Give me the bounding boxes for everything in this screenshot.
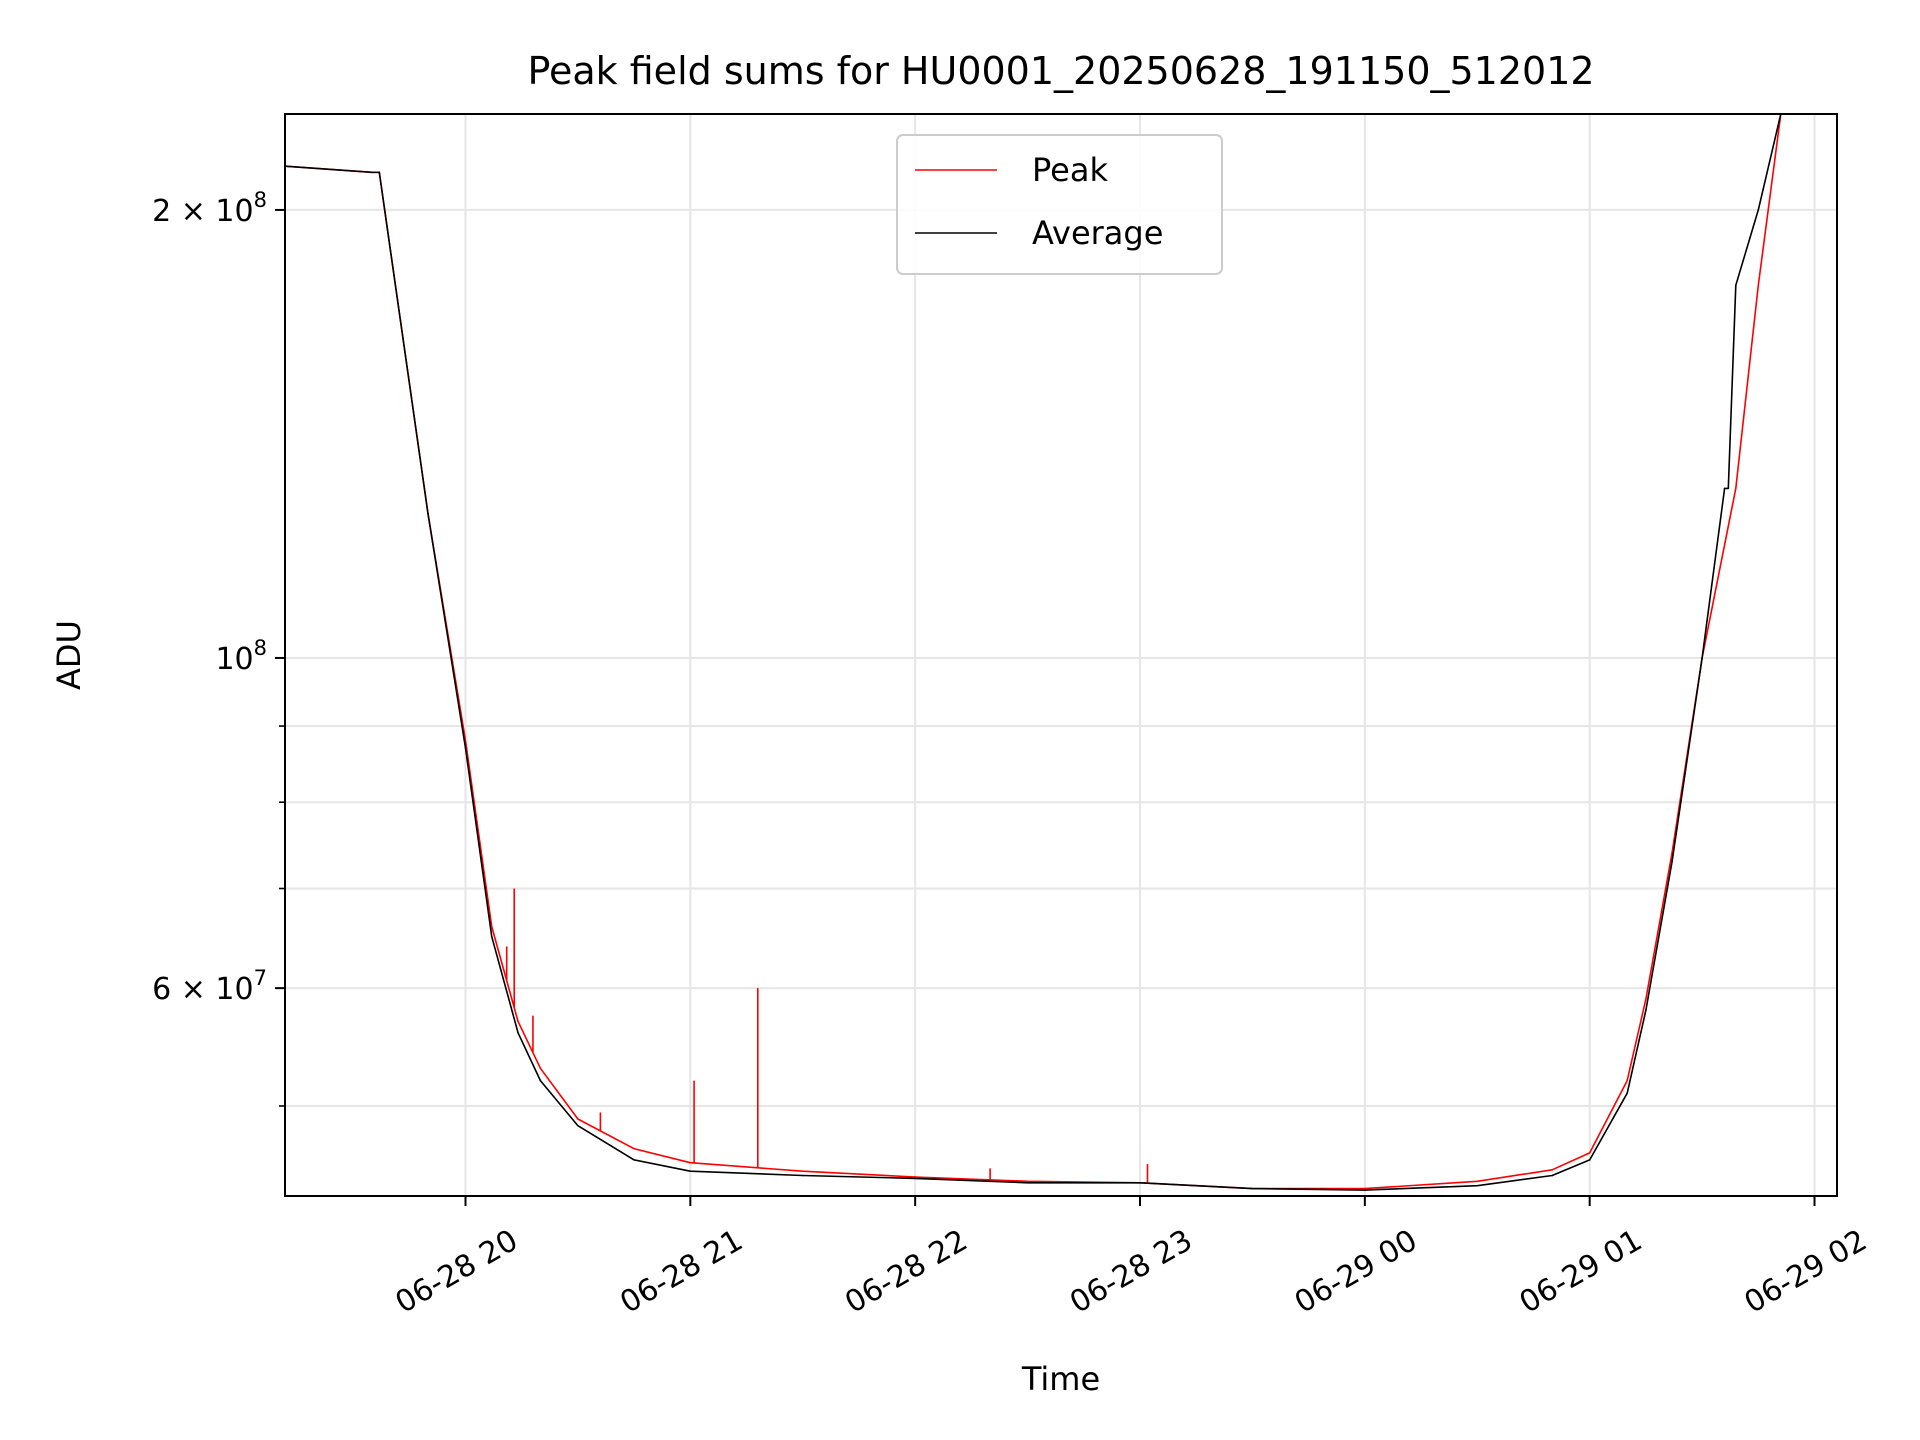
data-point-average <box>1026 1181 1029 1184</box>
data-point-average <box>1139 1181 1141 1184</box>
chart-title: Peak field sums for HU0001_20250628_1911… <box>527 49 1594 93</box>
data-point-average <box>1727 487 1730 490</box>
data-point-average <box>1735 284 1737 287</box>
data-point-average <box>1588 1159 1591 1161</box>
data-point-average <box>1364 1189 1366 1191</box>
data-point-peak <box>577 1118 579 1120</box>
series-layer <box>285 114 1782 1191</box>
data-point-peak <box>1551 1168 1554 1171</box>
data-point-average <box>1551 1174 1554 1177</box>
data-point-peak <box>1671 851 1673 854</box>
data-point-average <box>1626 1092 1628 1094</box>
data-point-average <box>689 1170 692 1173</box>
data-point-average <box>371 171 373 174</box>
data-point-peak <box>689 1161 692 1164</box>
data-point-peak <box>1626 1079 1628 1082</box>
data-point-average <box>1701 657 1703 659</box>
y-tick-label-base: 6 × 10 <box>152 972 253 1007</box>
data-point-peak <box>914 1176 916 1178</box>
y-tick-label-base: 2 × 10 <box>152 194 253 229</box>
y-tick-label-base: 10 <box>215 642 253 677</box>
data-point-peak <box>517 1020 519 1023</box>
x-axis-label: Time <box>1021 1360 1100 1398</box>
data-point-peak <box>1364 1187 1366 1190</box>
data-point-average <box>801 1174 804 1177</box>
data-point-average <box>577 1124 579 1127</box>
data-point-average <box>914 1177 916 1180</box>
y-tick-label: 6 × 107 <box>152 966 267 1007</box>
y-tick-label-exponent: 8 <box>254 636 267 660</box>
legend-label-average: Average <box>1032 214 1163 252</box>
data-point-peak <box>1588 1152 1591 1154</box>
plot-frame <box>284 113 1838 1197</box>
data-point-peak <box>1757 284 1760 287</box>
data-point-average <box>427 512 429 515</box>
y-tick-label: 2 × 108 <box>152 188 267 229</box>
y-tick-label-exponent: 7 <box>254 966 267 990</box>
data-point-peak <box>1476 1180 1479 1183</box>
y-tick-label: 108 <box>215 636 267 677</box>
y-tick-label-exponent: 8 <box>254 188 267 212</box>
data-point-peak <box>1735 487 1737 490</box>
data-point-average <box>517 1031 519 1034</box>
grid-layer <box>285 114 1837 1196</box>
y-axis-label: ADU <box>50 620 88 690</box>
data-point-peak <box>1026 1180 1029 1183</box>
data-point-average <box>464 747 467 749</box>
data-point-peak <box>633 1147 635 1150</box>
data-point-average <box>1723 487 1726 490</box>
data-point-average <box>1671 860 1673 863</box>
data-point-peak <box>1645 998 1647 1000</box>
data-point-average <box>1645 1009 1647 1011</box>
data-point-average <box>1476 1184 1479 1187</box>
data-point-average <box>539 1079 542 1082</box>
legend-label-peak: Peak <box>1032 151 1108 189</box>
data-point-peak <box>801 1170 804 1173</box>
legend: Peak Average <box>896 134 1223 275</box>
data-point-average <box>1757 209 1760 211</box>
data-point-average <box>1251 1187 1254 1190</box>
data-point-average <box>490 935 493 938</box>
data-point-peak <box>490 925 493 928</box>
data-point-peak <box>539 1067 542 1070</box>
data-point-average <box>633 1159 635 1161</box>
data-point-average <box>378 171 381 174</box>
